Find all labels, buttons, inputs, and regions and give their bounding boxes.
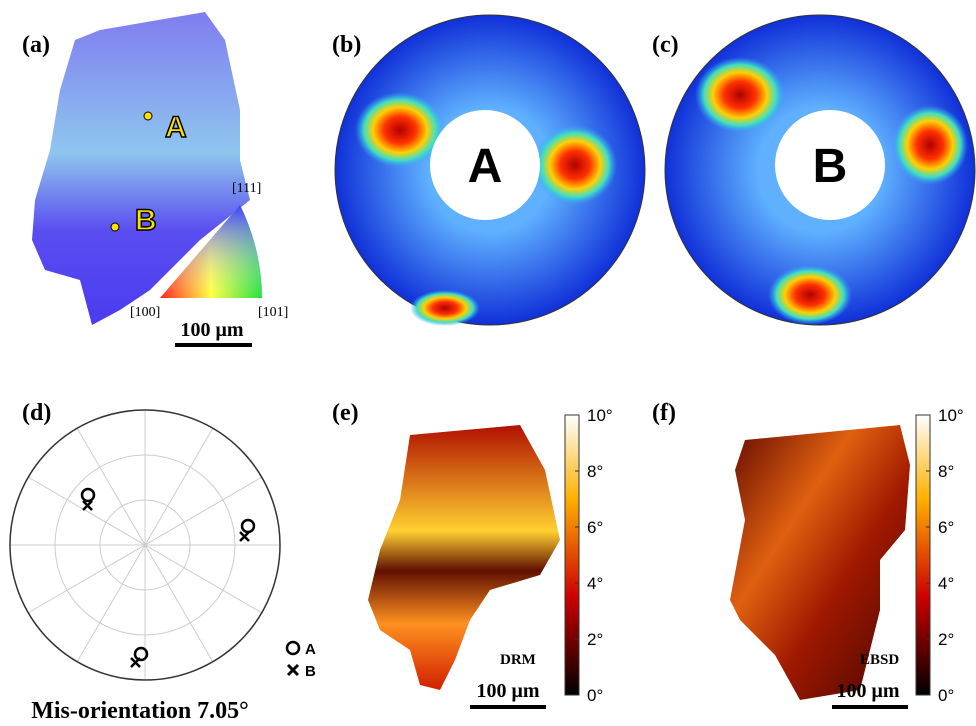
colorbar <box>916 415 930 695</box>
triangle-label: [100] <box>130 305 160 320</box>
colorbar-tick-label: 0° <box>938 686 954 705</box>
panel-label: (a) <box>22 32 50 58</box>
colorbar-tick-label: 6° <box>938 518 954 537</box>
panel-label: (f) <box>652 400 676 426</box>
point <box>144 112 152 120</box>
legend-label: A <box>305 641 316 658</box>
colorbar-tick-label: 8° <box>587 462 603 481</box>
center-label: B <box>813 140 848 193</box>
panel-label: (d) <box>22 400 51 426</box>
map-tag: DRM <box>500 652 536 668</box>
panel-label: (e) <box>332 400 359 426</box>
scale-bar <box>175 343 252 347</box>
colorbar-tick-label: 4° <box>587 574 603 593</box>
triangle-label: [101] <box>258 305 288 320</box>
pole-figure: B <box>665 15 975 325</box>
colorbar <box>565 415 579 695</box>
legend-label: B <box>305 663 316 680</box>
colorbar-tick-label: 2° <box>587 630 603 649</box>
colorbar-tick-label: 6° <box>587 518 603 537</box>
colorbar-tick-label: 0° <box>587 686 603 705</box>
scale-bar <box>470 705 546 709</box>
map-tag: EBSD <box>860 652 899 668</box>
scale-bar <box>832 705 908 709</box>
legend-marker <box>287 642 299 654</box>
panel-label: (b) <box>332 32 361 58</box>
scale-bar-label: 100 μm <box>837 680 900 702</box>
center-label: A <box>468 140 503 193</box>
point-label: A <box>165 111 187 144</box>
point-label: B <box>135 204 157 237</box>
misorientation-map <box>368 425 560 690</box>
scale-bar-label: 100 μm <box>477 680 540 702</box>
colorbar-tick-label: 8° <box>938 462 954 481</box>
colorbar-tick-label: 2° <box>938 630 954 649</box>
point <box>111 223 119 231</box>
caption: Mis-orientation 7.05° <box>31 698 249 724</box>
colorbar-tick-label: 10° <box>587 406 613 425</box>
polar-grid <box>10 410 280 680</box>
triangle-label: [111] <box>232 181 261 196</box>
panel-label: (c) <box>652 32 679 58</box>
colorbar-tick-label: 10° <box>938 406 964 425</box>
figure: (a) A B [111] [100] [101] 100 μm (b) A (… <box>0 0 976 726</box>
pole-figure: A <box>335 15 645 326</box>
colorbar-tick-label: 4° <box>938 574 954 593</box>
scale-bar-label: 100 μm <box>181 319 244 341</box>
legend-marker <box>288 665 298 675</box>
